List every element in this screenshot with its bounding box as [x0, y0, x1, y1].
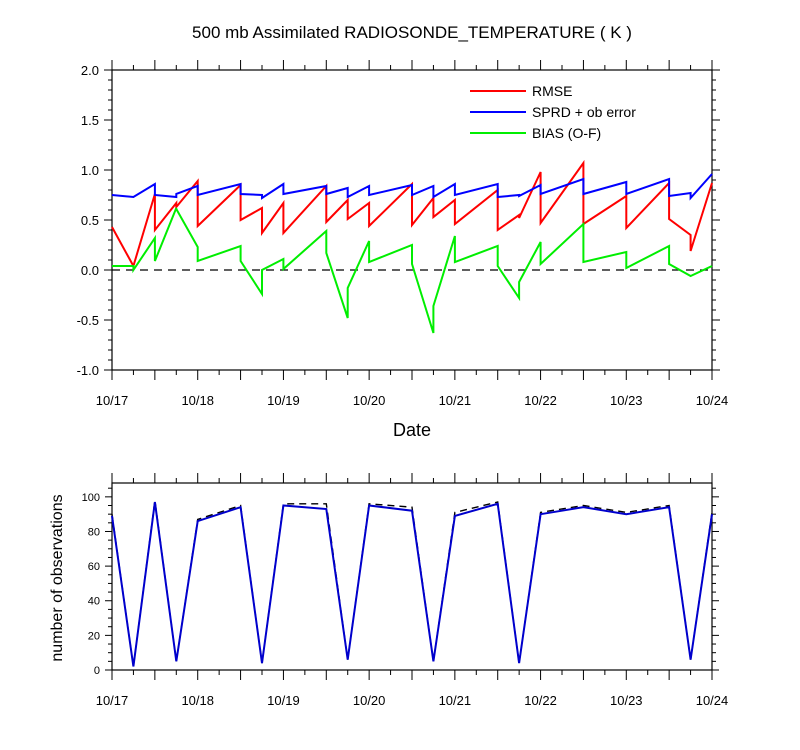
top-y-tick-label: 0.0 [81, 263, 99, 278]
top-y-tick-label: -1.0 [77, 363, 99, 378]
observations-solid-line [111, 501, 713, 667]
top-x-tick-label: 10/17 [96, 393, 129, 408]
series-line-bias-o-f [112, 207, 713, 334]
bottom-y-tick-labels: 100 80 60 40 20 0 [82, 492, 100, 677]
top-x-tick-label: 10/20 [353, 393, 386, 408]
top-x-tick-label: 10/24 [696, 393, 729, 408]
top-axis-ticks [104, 60, 720, 380]
top-y-tick-label: 1.5 [81, 113, 99, 128]
bottom-x-tick-labels: 10/17 10/18 10/19 10/20 10/21 10/22 10/23 10/24 [96, 693, 729, 708]
bottom-x-tick-label: 10/23 [610, 693, 643, 708]
chart-title: 500 mb Assimilated RADIOSONDE_TEMPERATUR… [192, 23, 632, 42]
x-axis-title: Date [393, 420, 431, 440]
bottom-y-tick-label: 0 [94, 665, 100, 677]
bottom-x-tick-label: 10/21 [439, 693, 472, 708]
top-y-tick-label: -0.5 [77, 313, 99, 328]
bottom-y-tick-label: 80 [88, 526, 100, 538]
top-x-tick-label: 10/19 [267, 393, 300, 408]
bottom-axis-ticks [105, 473, 719, 680]
bottom-x-tick-label: 10/24 [696, 693, 729, 708]
bottom-x-tick-label: 10/20 [353, 693, 386, 708]
bottom-plot-area [111, 482, 713, 671]
bottom-y-tick-label: 60 [88, 561, 100, 573]
y-axis-title: number of observations [49, 494, 66, 661]
top-y-tick-label: 1.0 [81, 163, 99, 178]
top-x-tick-label: 10/18 [181, 393, 214, 408]
legend-label: BIAS (O-F) [532, 125, 601, 141]
bottom-plot-frame [111, 482, 713, 671]
bottom-y-tick-label: 20 [88, 630, 100, 642]
top-plot-frame [111, 69, 713, 371]
top-y-tick-label: 0.5 [81, 213, 99, 228]
legend: RMSE SPRD + ob error BIAS (O-F) [470, 83, 636, 141]
bottom-x-tick-label: 10/22 [524, 693, 557, 708]
top-x-tick-label: 10/21 [439, 393, 472, 408]
top-plot-area [111, 69, 713, 371]
top-y-tick-label: 2.0 [81, 63, 99, 78]
top-x-tick-labels: 10/17 10/18 10/19 10/20 10/21 10/22 10/23 10/24 [96, 393, 729, 408]
bottom-x-tick-label: 10/18 [181, 693, 214, 708]
legend-label: SPRD + ob error [532, 104, 636, 120]
top-x-tick-label: 10/22 [524, 393, 557, 408]
observations-dashed-line [111, 500, 713, 667]
series-line-sprd-ob-error [111, 173, 713, 201]
legend-label: RMSE [532, 83, 572, 99]
top-y-tick-labels: 2.0 1.5 1.0 0.5 0.0 -0.5 -1.0 [77, 63, 99, 378]
bottom-y-tick-label: 100 [82, 492, 100, 504]
bottom-x-tick-label: 10/17 [96, 693, 129, 708]
top-x-tick-label: 10/23 [610, 393, 643, 408]
bottom-y-tick-label: 40 [88, 596, 100, 608]
bottom-x-tick-label: 10/19 [267, 693, 300, 708]
